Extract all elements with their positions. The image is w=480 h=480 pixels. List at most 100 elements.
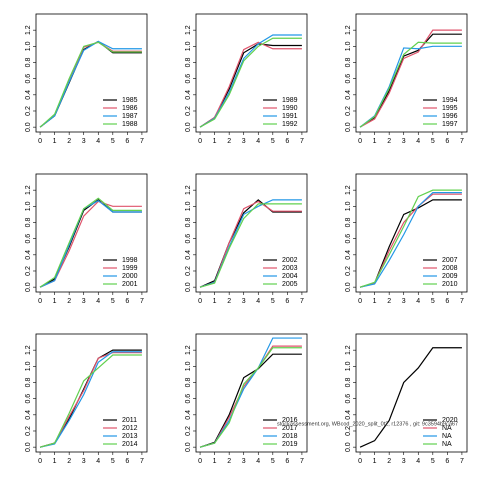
y-tick-label: 0.6 xyxy=(25,394,32,404)
panel: 0 1 2 3 4 5 6 7 0.0 0.2 0.4 0.6 0.8 1.0 1.2 20072008200… xyxy=(345,173,468,305)
x-tick-label: 1 xyxy=(213,458,217,465)
y-tick-label: 0.4 xyxy=(345,410,352,420)
x-tick-label: 2 xyxy=(67,298,71,305)
x-tick-label: 7 xyxy=(460,458,464,465)
y-tick-label: 1.0 xyxy=(345,201,352,211)
y-tick-label: 0.4 xyxy=(25,410,32,420)
y-tick-label: 1.0 xyxy=(345,361,352,371)
x-tick-label: 4 xyxy=(256,138,260,145)
series-line xyxy=(359,41,462,128)
series-line xyxy=(39,40,142,128)
legend-label: 1989 xyxy=(282,97,298,104)
x-tick-label: 6 xyxy=(125,458,129,465)
y-tick-label: 0.2 xyxy=(185,106,192,116)
y-tick-label: 1.0 xyxy=(25,41,32,51)
legend-label: NA xyxy=(442,433,452,440)
y-tick-label: 0.0 xyxy=(185,442,192,452)
y-tick-label: 0.6 xyxy=(25,74,32,84)
legend-label: 1986 xyxy=(122,105,138,112)
x-tick-label: 7 xyxy=(140,138,144,145)
x-tick-label: 1 xyxy=(373,138,377,145)
legend-label: NA xyxy=(442,441,452,448)
y-tick-label: 0.4 xyxy=(185,90,192,100)
plot-frame xyxy=(195,333,308,453)
legend-label: 1996 xyxy=(442,113,458,120)
panel: 0 1 2 3 4 5 6 70.00.20.40.60.81.01.219851986198… xyxy=(25,13,148,145)
legend-label: 2004 xyxy=(282,273,298,280)
y-tick-label: 0.4 xyxy=(185,410,192,420)
x-tick-label: 4 xyxy=(256,298,260,305)
plot-frame xyxy=(35,333,148,453)
legend-label: 1998 xyxy=(122,257,138,264)
legend-label: 2014 xyxy=(122,441,138,448)
series-line xyxy=(39,197,142,288)
series-line xyxy=(39,354,142,448)
plot-frame xyxy=(35,13,148,133)
y-tick-label: 0.2 xyxy=(185,426,192,436)
legend-label: 2011 xyxy=(122,417,137,424)
x-tick-label: 6 xyxy=(445,298,449,305)
series-line xyxy=(359,347,462,448)
legend-label: 2005 xyxy=(282,281,298,288)
y-tick-label: 0.8 xyxy=(185,378,192,388)
y-tick-label: 0.0 xyxy=(25,282,32,292)
y-tick-label: 0.0 xyxy=(185,122,192,132)
y-tick-label: 0.0 xyxy=(345,442,352,452)
x-tick-label: 7 xyxy=(460,298,464,305)
y-tick-label: 0.0 xyxy=(345,282,352,292)
x-tick-label: 2 xyxy=(387,138,391,145)
x-tick-label: 7 xyxy=(300,138,304,145)
x-tick-label: 5 xyxy=(111,298,115,305)
y-tick-label: 1.2 xyxy=(185,25,192,35)
legend-label: 1990 xyxy=(282,105,298,112)
y-tick-label: 0.8 xyxy=(345,218,352,228)
x-tick-label: 3 xyxy=(82,458,86,465)
series-line xyxy=(199,347,302,448)
series-line xyxy=(39,351,142,448)
y-tick-label: 0.0 xyxy=(25,442,32,452)
x-tick-label: 6 xyxy=(125,138,129,145)
plot-frame xyxy=(355,13,468,133)
y-tick-label: 0.8 xyxy=(25,378,32,388)
series-line xyxy=(39,41,142,128)
panel: 0 1 2 3 4 5 6 70.00.20.40.60.81.01.219941995199… xyxy=(345,13,468,145)
legend-label: 2020 xyxy=(442,417,458,424)
y-tick-label: 1.0 xyxy=(185,361,192,371)
y-tick-label: 0.6 xyxy=(185,234,192,244)
y-tick-label: 1.0 xyxy=(345,41,352,51)
y-tick-label: 1.2 xyxy=(25,345,32,355)
plot-frame xyxy=(35,173,148,293)
y-tick-label: 1.2 xyxy=(345,185,352,195)
legend-label: 1992 xyxy=(282,121,298,128)
x-tick-label: 0 xyxy=(358,138,362,145)
x-tick-label: 5 xyxy=(271,458,275,465)
legend-label: 2002 xyxy=(282,257,298,264)
legend-label: 2000 xyxy=(122,273,138,280)
x-tick-label: 3 xyxy=(242,298,246,305)
x-tick-label: 3 xyxy=(402,458,406,465)
y-tick-label: 0.2 xyxy=(25,106,32,116)
series-line xyxy=(359,191,462,288)
y-tick-label: 1.0 xyxy=(185,201,192,211)
y-tick-label: 0.2 xyxy=(25,266,32,276)
y-tick-label: 1.2 xyxy=(345,345,352,355)
y-tick-label: 0.6 xyxy=(345,394,352,404)
x-tick-label: 1 xyxy=(53,298,57,305)
x-tick-label: 1 xyxy=(373,298,377,305)
panel: 0 1 2 3 4 5 6 70.00.20.40.60.81.01.220112012201… xyxy=(25,333,148,465)
x-tick-label: 1 xyxy=(213,138,217,145)
legend-label: 1997 xyxy=(442,121,458,128)
watermark: stockassessment.org, WBcod_2020_split_0t… xyxy=(277,421,458,427)
x-tick-label: 4 xyxy=(96,138,100,145)
y-tick-label: 1.0 xyxy=(25,361,32,371)
y-tick-label: 0.2 xyxy=(25,426,32,436)
y-tick-label: 0.8 xyxy=(185,218,192,228)
legend-label: 2013 xyxy=(122,433,138,440)
y-tick-label: 0.4 xyxy=(25,250,32,260)
x-tick-label: 6 xyxy=(445,458,449,465)
panel: 0 1 2 3 4 5 6 70.00.20.40.60.81.01.220022003200… xyxy=(185,173,308,305)
x-tick-label: 5 xyxy=(431,138,435,145)
x-tick-label: 2 xyxy=(387,458,391,465)
